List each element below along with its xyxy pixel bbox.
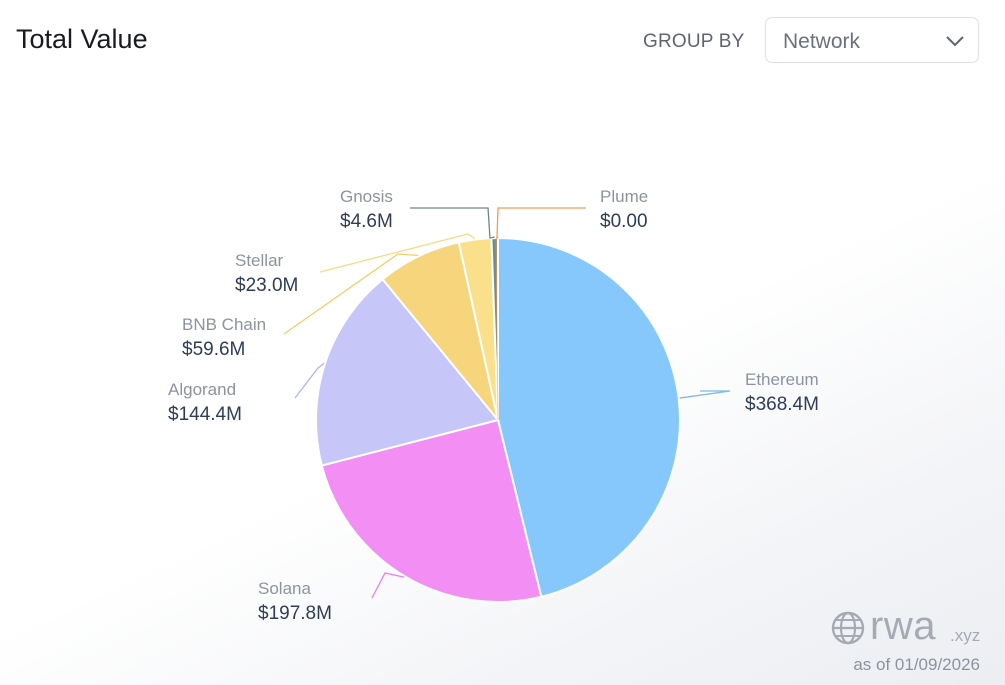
leader-line-plume: [496, 207, 586, 240]
slice-value-solana: $197.8M: [258, 603, 332, 624]
slice-label-stellar: Stellar: [235, 251, 284, 270]
leader-line-bnb-chain: [283, 253, 419, 335]
group-by-label: GROUP BY: [643, 31, 745, 52]
chevron-down-icon: [946, 36, 964, 47]
slice-value-bnb-chain: $59.6M: [182, 339, 245, 360]
group-by-selected-value: Network: [783, 30, 861, 53]
slice-label-bnb-chain: BNB Chain: [182, 315, 266, 334]
leader-line-ethereum: [679, 390, 731, 399]
page-title: Total Value: [16, 24, 148, 54]
slice-value-gnosis: $4.6M: [340, 211, 393, 232]
brand-tld: .xyz: [950, 626, 981, 645]
leader-line-gnosis: [410, 207, 495, 239]
slice-value-ethereum: $368.4M: [745, 394, 819, 415]
leader-line-stellar: [319, 233, 476, 273]
slice-label-plume: Plume: [600, 187, 648, 206]
slice-value-plume: $0.00: [600, 211, 648, 232]
pie-slice-ethereum[interactable]: [497, 236, 681, 598]
brand-logo: rwa .xyz: [830, 604, 990, 652]
slice-value-stellar: $23.0M: [235, 275, 298, 296]
slice-label-solana: Solana: [258, 579, 311, 598]
leader-line-solana: [371, 572, 405, 599]
group-by-select[interactable]: Network: [765, 17, 979, 63]
slice-label-ethereum: Ethereum: [745, 370, 819, 389]
as-of-date: as of 01/09/2026: [853, 655, 980, 674]
slice-label-algorand: Algorand: [168, 380, 236, 399]
slice-label-gnosis: Gnosis: [340, 187, 393, 206]
pie-slice-plume: [495, 238, 499, 421]
globe-icon: [831, 611, 865, 645]
brand-name: rwa: [870, 604, 936, 648]
pie-slice-algorand[interactable]: [315, 277, 500, 467]
slice-value-algorand: $144.4M: [168, 404, 242, 425]
pie-slice-solana[interactable]: [320, 418, 543, 603]
leader-line-algorand: [294, 362, 325, 399]
